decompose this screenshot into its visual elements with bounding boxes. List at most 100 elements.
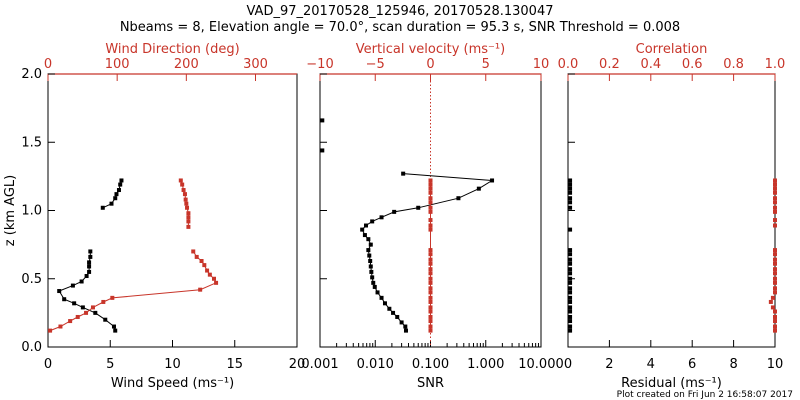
vertical-velocity-point bbox=[428, 190, 433, 195]
residual-point bbox=[568, 328, 573, 333]
vertical-velocity-point bbox=[428, 223, 433, 228]
residual-point bbox=[568, 286, 573, 291]
plot-footer: Plot created on Fri Jun 2 16:58:07 2017 bbox=[617, 390, 793, 400]
vertical-velocity-point bbox=[428, 257, 433, 262]
wind-direction-point bbox=[180, 182, 185, 187]
vertical-velocity-point bbox=[428, 324, 433, 329]
wind-speed-point bbox=[70, 283, 75, 288]
snr-point bbox=[371, 280, 376, 285]
correlation-point bbox=[773, 178, 777, 183]
snr-point bbox=[362, 233, 367, 238]
top-tick-label: 0.0 bbox=[558, 57, 579, 72]
bottom-tick-label: 0.010 bbox=[357, 357, 394, 372]
plot-frame bbox=[567, 73, 776, 348]
title-line-2: Nbeams = 8, Elevation angle = 70.0°, sca… bbox=[120, 20, 680, 35]
correlation-point bbox=[773, 252, 777, 257]
residual-point bbox=[568, 271, 573, 276]
snr-point bbox=[360, 227, 365, 232]
wind-direction-point bbox=[186, 211, 191, 216]
residual-point bbox=[568, 178, 573, 183]
title-line-1: VAD_97_20170528_125946, 20170528.130047 bbox=[247, 4, 554, 19]
top-tick-label: 0.8 bbox=[723, 57, 744, 72]
snr-point bbox=[403, 328, 408, 333]
snr-point bbox=[476, 186, 481, 191]
wind-direction-point bbox=[101, 299, 106, 304]
correlation-point bbox=[773, 271, 777, 276]
snr-point bbox=[363, 223, 368, 228]
wind-direction-point bbox=[90, 305, 95, 310]
vertical-velocity-point bbox=[428, 271, 433, 276]
bottom-tick-label: 2 bbox=[605, 357, 613, 372]
residual-point bbox=[568, 324, 573, 329]
correlation-point bbox=[773, 309, 777, 314]
residual-point bbox=[568, 309, 573, 314]
snr-point bbox=[370, 219, 375, 224]
vertical-velocity-point bbox=[428, 286, 433, 291]
residual-point bbox=[568, 196, 573, 201]
vertical-velocity-point bbox=[428, 267, 433, 272]
residual-point bbox=[568, 257, 573, 262]
correlation-point bbox=[773, 319, 777, 324]
wind-speed-point bbox=[109, 201, 114, 206]
bottom-tick-label: 0 bbox=[44, 357, 52, 372]
bottom-tick-label: 0 bbox=[564, 357, 572, 372]
bottom-tick-label: 5 bbox=[106, 357, 114, 372]
wind-direction-point bbox=[110, 295, 115, 300]
residual-point bbox=[568, 248, 573, 253]
vertical-velocity-point bbox=[428, 178, 433, 183]
correlation-point bbox=[773, 196, 777, 201]
residual-point bbox=[568, 290, 573, 295]
correlation-point bbox=[773, 280, 777, 285]
vertical-velocity-point bbox=[428, 182, 433, 187]
wind-direction-point bbox=[68, 319, 73, 324]
wind-direction-point bbox=[198, 287, 203, 292]
bottom-tick-label: 1.000 bbox=[467, 357, 504, 372]
correlation-point bbox=[773, 223, 777, 228]
correlation-point bbox=[773, 205, 777, 210]
wind-speed-point bbox=[72, 301, 77, 306]
residual-point bbox=[568, 267, 573, 272]
wind-speed-point bbox=[57, 289, 62, 294]
snr-point bbox=[375, 290, 380, 295]
top-tick-label: 0.4 bbox=[640, 57, 661, 72]
wind-direction-point bbox=[75, 314, 80, 319]
top-tick-label: 100 bbox=[105, 57, 130, 72]
top-tick-label: 0.2 bbox=[599, 57, 620, 72]
snr-point bbox=[366, 248, 371, 253]
bottom-tick-label: 20 bbox=[289, 357, 306, 372]
correlation-point bbox=[773, 200, 777, 205]
correlation-point bbox=[773, 314, 777, 319]
wind-speed-point bbox=[88, 249, 93, 254]
wind-direction-point bbox=[181, 188, 186, 193]
wind-speed-point bbox=[100, 205, 105, 210]
top-tick-label: −5 bbox=[366, 57, 385, 72]
snr-point bbox=[320, 148, 325, 153]
plot-frame bbox=[47, 73, 298, 348]
wind-speed-point bbox=[103, 317, 108, 322]
wind-panel bbox=[47, 73, 298, 348]
snr-point bbox=[379, 215, 384, 220]
wind-speed-point bbox=[114, 192, 119, 197]
vertical-velocity-point bbox=[428, 218, 433, 223]
wind-speed-point bbox=[80, 305, 85, 310]
left-tick-label: 0.5 bbox=[21, 272, 42, 287]
residual-point bbox=[568, 319, 573, 324]
wind-direction-point bbox=[184, 201, 189, 206]
snr-point bbox=[382, 301, 387, 306]
snr-point bbox=[372, 284, 377, 289]
wind-speed-point bbox=[88, 254, 93, 259]
correlation-point bbox=[773, 324, 777, 329]
left-tick-label: 1.0 bbox=[21, 204, 42, 219]
snr-point bbox=[387, 306, 392, 311]
wind-direction-point bbox=[205, 268, 210, 273]
wind-speed-point bbox=[119, 178, 124, 183]
correlation-point bbox=[773, 328, 777, 333]
bottom-tick-label: 15 bbox=[226, 357, 243, 372]
left-axis-label: z (km AGL) bbox=[3, 175, 18, 246]
snr-point bbox=[401, 171, 406, 176]
snr-point bbox=[367, 253, 372, 258]
left-tick-label: 2.0 bbox=[21, 67, 42, 82]
correlation-point bbox=[770, 295, 775, 300]
top-tick-label: 1.0 bbox=[765, 57, 786, 72]
